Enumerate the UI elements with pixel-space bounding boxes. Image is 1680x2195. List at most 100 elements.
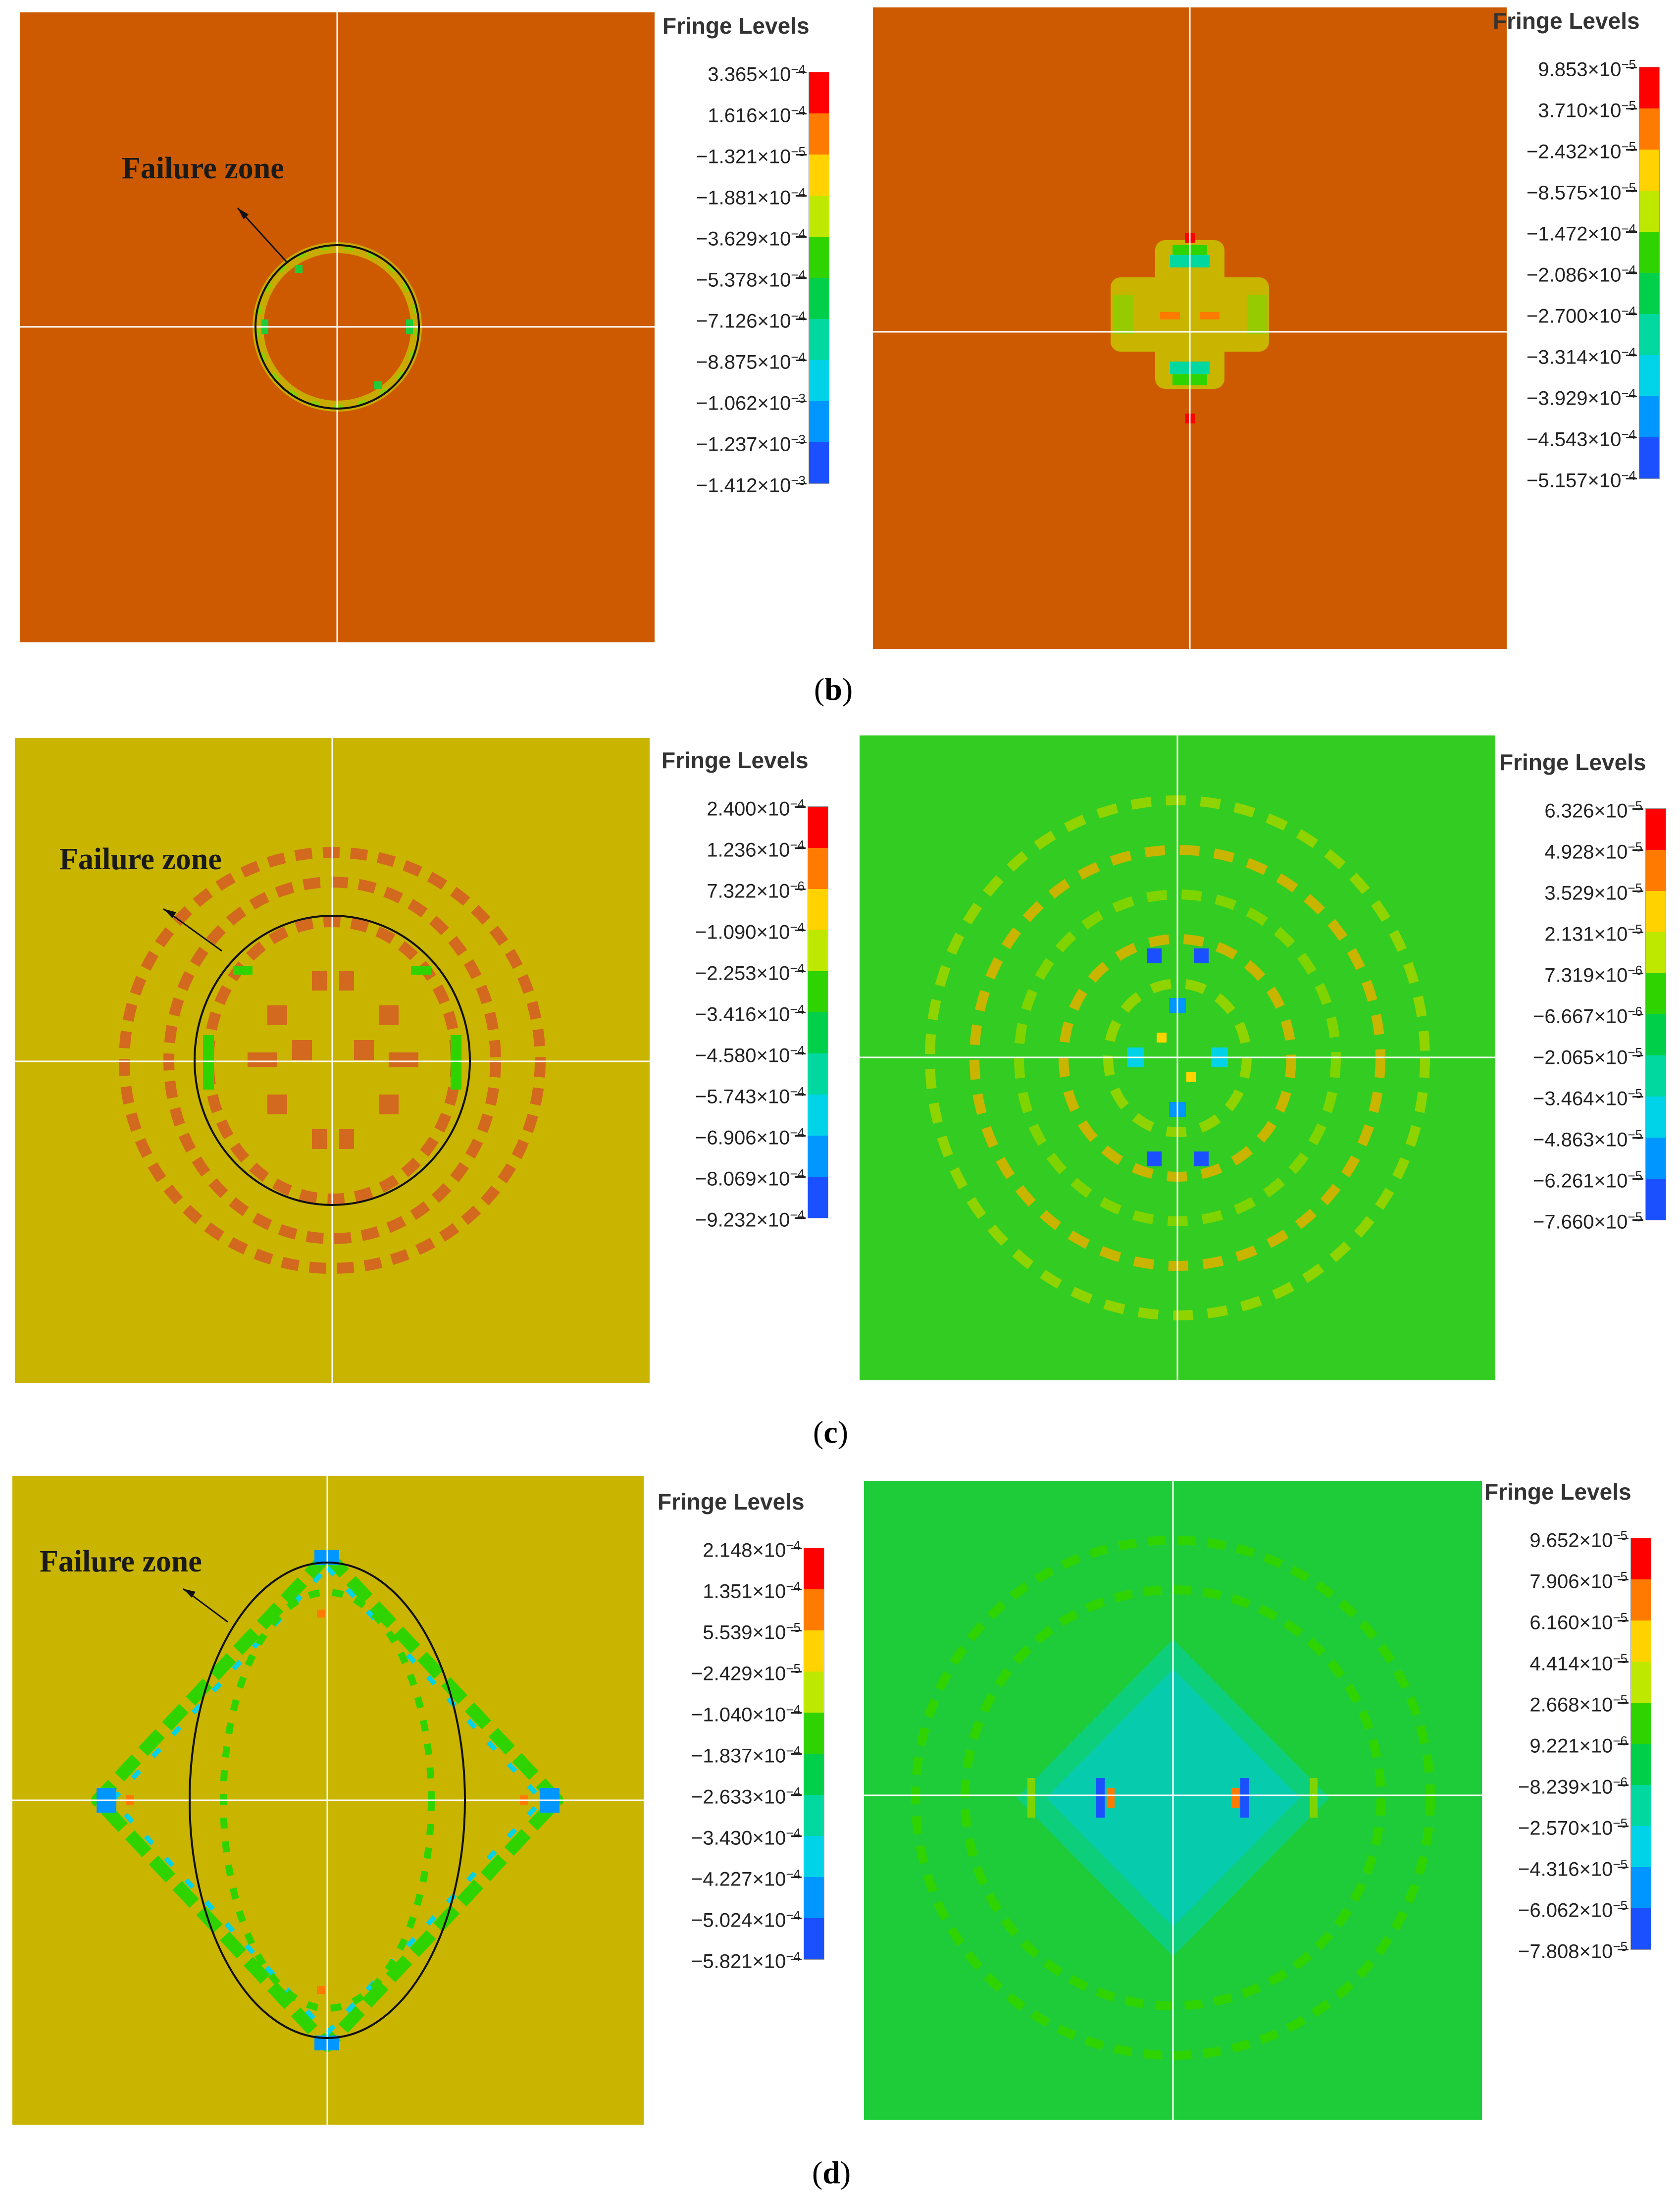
legend-value: −7.660×10−5 bbox=[1533, 1209, 1642, 1233]
color-scale-segment bbox=[809, 401, 829, 442]
legend-value: −2.700×10−4 bbox=[1527, 304, 1636, 327]
color-scale-segment bbox=[804, 1754, 824, 1795]
legend-value: −3.416×10−4 bbox=[695, 1002, 805, 1026]
color-scale-segment bbox=[1646, 850, 1666, 891]
legend-value: 2.148×10−4 bbox=[703, 1538, 801, 1562]
legend-tick bbox=[791, 1671, 802, 1672]
color-scale-segment bbox=[1646, 932, 1666, 973]
legend-value: 7.319×10−6 bbox=[1544, 963, 1642, 987]
color-scale-segment bbox=[1631, 1703, 1651, 1744]
legend-value: 9.853×10−5 bbox=[1538, 57, 1636, 81]
legend-value: 2.400×10−4 bbox=[707, 796, 805, 820]
color-scale-segment bbox=[809, 278, 829, 319]
legend-value: −1.412×10−3 bbox=[696, 473, 806, 497]
contour-plot bbox=[15, 738, 650, 1383]
color-scale-segment bbox=[1639, 150, 1659, 191]
color-scale-segment bbox=[809, 442, 829, 483]
color-scale-segment bbox=[1639, 273, 1659, 314]
legend-tick bbox=[1632, 808, 1643, 810]
legend-tick bbox=[796, 483, 807, 484]
legend-tick bbox=[795, 1053, 806, 1054]
color-scale-segment bbox=[1646, 809, 1666, 850]
legend-value: 6.160×10−5 bbox=[1529, 1610, 1628, 1634]
legend-value: −7.126×10−4 bbox=[696, 309, 806, 332]
failure-zone-label: Failure zone bbox=[122, 152, 284, 185]
color-scale-segment bbox=[1631, 1867, 1651, 1908]
legend-value: −1.321×10−5 bbox=[696, 144, 806, 168]
color-scale-segment bbox=[809, 237, 829, 278]
color-scale-segment bbox=[808, 971, 828, 1012]
legend-tick bbox=[791, 1712, 802, 1714]
legend-value: −6.667×10−6 bbox=[1533, 1004, 1642, 1028]
color-scale-segment bbox=[1646, 1055, 1666, 1097]
legend-tick bbox=[791, 1794, 802, 1796]
legend-tick bbox=[1618, 1620, 1629, 1621]
legend-tick bbox=[1618, 1908, 1629, 1909]
fringe-legend-d-left: Fringe Levels 2.148×10−4 1.351×10−4 5.539×1… bbox=[658, 1488, 846, 1984]
legend-tick bbox=[1618, 1826, 1629, 1827]
legend-value: −2.432×10−5 bbox=[1527, 139, 1636, 163]
legend-value: 6.326×10−5 bbox=[1544, 798, 1642, 822]
color-scale-segment bbox=[1639, 396, 1659, 437]
color-scale-segment bbox=[1646, 973, 1666, 1014]
color-scale-segment bbox=[808, 1095, 828, 1136]
legend-tick bbox=[791, 1589, 802, 1590]
color-scale-segment bbox=[1646, 891, 1666, 932]
color-scale-segment bbox=[1631, 1579, 1651, 1620]
color-scale-segment bbox=[808, 889, 828, 930]
legend-tick bbox=[795, 1176, 806, 1178]
legend-tick bbox=[1626, 108, 1637, 109]
color-scale-segment bbox=[1646, 1097, 1666, 1138]
legend-tick bbox=[796, 442, 807, 443]
color-scale-segment bbox=[804, 1548, 824, 1589]
legend-value: −8.575×10−5 bbox=[1527, 180, 1636, 204]
legend-tick bbox=[791, 1753, 802, 1755]
legend-tick bbox=[1632, 932, 1643, 933]
legend-value: −5.157×10−4 bbox=[1527, 468, 1636, 492]
contour-plot bbox=[860, 735, 1495, 1380]
legend-tick bbox=[1632, 1096, 1643, 1098]
legend-value: −4.227×10−4 bbox=[691, 1867, 801, 1890]
legend-value: −2.065×10−5 bbox=[1533, 1045, 1642, 1069]
legend-title: Fringe Levels bbox=[658, 1489, 805, 1515]
legend-tick bbox=[1632, 1178, 1643, 1180]
failure-zone-label: Failure zone bbox=[40, 1545, 202, 1578]
color-scale-segment bbox=[804, 1713, 824, 1754]
fringe-legend-c-left: Fringe Levels 2.400×10−4 1.236×10−4 7.322×1… bbox=[662, 747, 850, 1242]
legend-value: −1.237×10−3 bbox=[696, 432, 806, 456]
color-scale-segment bbox=[804, 1672, 824, 1713]
color-scale-segment bbox=[808, 1136, 828, 1177]
legend-tick bbox=[1626, 314, 1637, 315]
legend-tick bbox=[796, 154, 807, 156]
legend-tick bbox=[1618, 1579, 1629, 1580]
failure-zone-label: Failure zone bbox=[59, 842, 222, 876]
legend-value: −1.040×10−4 bbox=[691, 1702, 801, 1726]
legend-tick bbox=[796, 318, 807, 320]
legend-tick bbox=[796, 360, 807, 361]
legend-value: −4.543×10−4 bbox=[1527, 427, 1636, 451]
color-scale-segment bbox=[808, 807, 828, 848]
contour-panel-d-right bbox=[864, 1481, 1482, 2120]
color-scale-segment bbox=[1639, 67, 1659, 108]
color-scale-segment bbox=[1631, 1826, 1651, 1867]
contour-plot bbox=[12, 1476, 644, 2125]
legend-tick bbox=[795, 1217, 806, 1219]
color-scale-segment bbox=[808, 930, 828, 971]
legend-value: 2.668×10−5 bbox=[1529, 1692, 1628, 1716]
legend-tick bbox=[795, 971, 806, 972]
legend-value: −1.090×10−4 bbox=[695, 920, 805, 943]
legend-value: −5.743×10−4 bbox=[695, 1084, 805, 1108]
color-scale-segment bbox=[808, 848, 828, 889]
legend-tick bbox=[796, 236, 807, 238]
color-scale-segment bbox=[1639, 108, 1659, 150]
color-scale-segment bbox=[804, 1918, 824, 1959]
legend-title: Fringe Levels bbox=[662, 13, 810, 39]
legend-value: −8.239×10−6 bbox=[1518, 1775, 1628, 1798]
legend-value: −3.314×10−4 bbox=[1527, 345, 1636, 368]
fringe-legend-c-right: Fringe Levels 6.326×10−5 4.928×10−5 3.529×1… bbox=[1499, 749, 1680, 1244]
legend-value: 4.414×10−5 bbox=[1529, 1651, 1628, 1675]
legend-tick bbox=[795, 888, 806, 890]
contour-plot bbox=[873, 7, 1507, 649]
figure-caption-b: (b) bbox=[814, 672, 853, 707]
legend-value: −6.906×10−4 bbox=[695, 1125, 805, 1149]
